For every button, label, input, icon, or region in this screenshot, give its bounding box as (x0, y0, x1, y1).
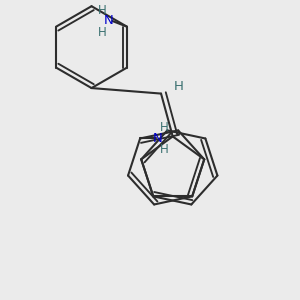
Text: N: N (104, 14, 114, 28)
Text: H: H (160, 121, 169, 134)
Text: H: H (98, 4, 106, 17)
Text: H: H (160, 143, 169, 156)
Text: H: H (98, 26, 106, 39)
Text: H: H (174, 80, 184, 93)
Text: N: N (153, 132, 163, 145)
